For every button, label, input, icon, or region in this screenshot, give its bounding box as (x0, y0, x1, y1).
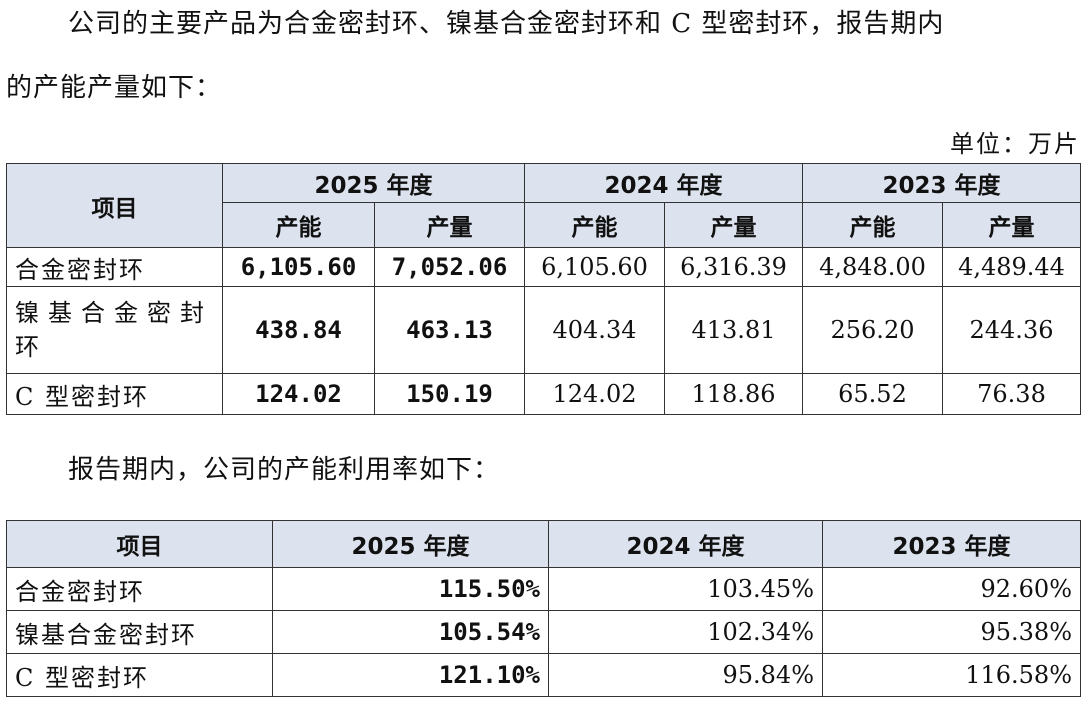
header-sub: 产能 (222, 202, 375, 248)
cell-value: 404.34 (524, 286, 665, 374)
table-row: 镍基合金密封环 438.84 463.13 404.34 413.81 256.… (6, 286, 1081, 374)
cell-value: 121.10% (272, 653, 549, 697)
row-label: 镍基合金密封环 (6, 610, 273, 654)
header-row: 项目 2025 年度 2024 年度 2023 年度 (6, 520, 1081, 568)
header-item: 项目 (6, 163, 223, 248)
intro-line-2: 的产能产量如下： (6, 73, 223, 103)
cell-value: 92.60% (822, 567, 1081, 611)
table-row: C 型密封环 124.02 150.19 124.02 118.86 65.52… (6, 373, 1081, 415)
cell-value: 124.02 (524, 373, 665, 415)
header-row-years: 项目 2025 年度 2024 年度 2023 年度 (6, 163, 1081, 248)
row-label: 合金密封环 (6, 247, 223, 287)
cell-value: 95.38% (822, 610, 1081, 654)
cell-value: 115.50% (272, 567, 549, 611)
cell-value: 150.19 (374, 373, 525, 415)
header-year-2024: 2024 年度 (548, 520, 823, 568)
cell-value: 256.20 (802, 286, 943, 374)
utilization-table: 项目 2025 年度 2024 年度 2023 年度 合金密封环 115.50%… (6, 520, 1081, 697)
utilization-intro: 报告期内，公司的产能利用率如下： (68, 455, 501, 485)
cell-value: 124.02 (222, 373, 375, 415)
cell-value: 6,105.60 (222, 247, 375, 287)
cell-value: 95.84% (548, 653, 823, 697)
header-year-2024: 2024 年度 (524, 163, 803, 203)
cell-value: 244.36 (942, 286, 1081, 374)
cell-value: 118.86 (664, 373, 803, 415)
cell-value: 463.13 (374, 286, 525, 374)
unit-label: 单位：万片 (950, 130, 1080, 158)
row-label: C 型密封环 (6, 653, 273, 697)
intro-line-1: 公司的主要产品为合金密封环、镍基合金密封环和 C 型密封环，报告期内 (68, 9, 945, 39)
table-row: 合金密封环 115.50% 103.45% 92.60% (6, 567, 1081, 611)
cell-value: 65.52 (802, 373, 943, 415)
table-row: 镍基合金密封环 105.54% 102.34% 95.38% (6, 610, 1081, 654)
table-row: C 型密封环 121.10% 95.84% 116.58% (6, 653, 1081, 697)
cell-value: 6,316.39 (664, 247, 803, 287)
header-sub: 产量 (942, 202, 1081, 248)
header-sub: 产能 (524, 202, 665, 248)
capacity-output-table: 项目 2025 年度 2024 年度 2023 年度 产能 产量 产能 产量 产… (6, 163, 1081, 415)
header-sub: 产量 (374, 202, 525, 248)
cell-value: 6,105.60 (524, 247, 665, 287)
cell-value: 103.45% (548, 567, 823, 611)
row-label: 镍基合金密封环 (6, 286, 223, 374)
cell-value: 413.81 (664, 286, 803, 374)
row-label: C 型密封环 (6, 373, 223, 415)
cell-value: 116.58% (822, 653, 1081, 697)
cell-value: 102.34% (548, 610, 823, 654)
header-sub: 产量 (664, 202, 803, 248)
cell-value: 4,489.44 (942, 247, 1081, 287)
cell-value: 76.38 (942, 373, 1081, 415)
row-label: 合金密封环 (6, 567, 273, 611)
header-sub: 产能 (802, 202, 943, 248)
cell-value: 7,052.06 (374, 247, 525, 287)
cell-value: 105.54% (272, 610, 549, 654)
table-row: 合金密封环 6,105.60 7,052.06 6,105.60 6,316.3… (6, 247, 1081, 287)
cell-value: 4,848.00 (802, 247, 943, 287)
header-item: 项目 (6, 520, 273, 568)
header-year-2025: 2025 年度 (272, 520, 549, 568)
header-year-2025: 2025 年度 (222, 163, 525, 203)
cell-value: 438.84 (222, 286, 375, 374)
header-year-2023: 2023 年度 (822, 520, 1081, 568)
header-row-sub: 产能 产量 产能 产量 产能 产量 (7, 202, 1081, 248)
header-year-2023: 2023 年度 (802, 163, 1081, 203)
